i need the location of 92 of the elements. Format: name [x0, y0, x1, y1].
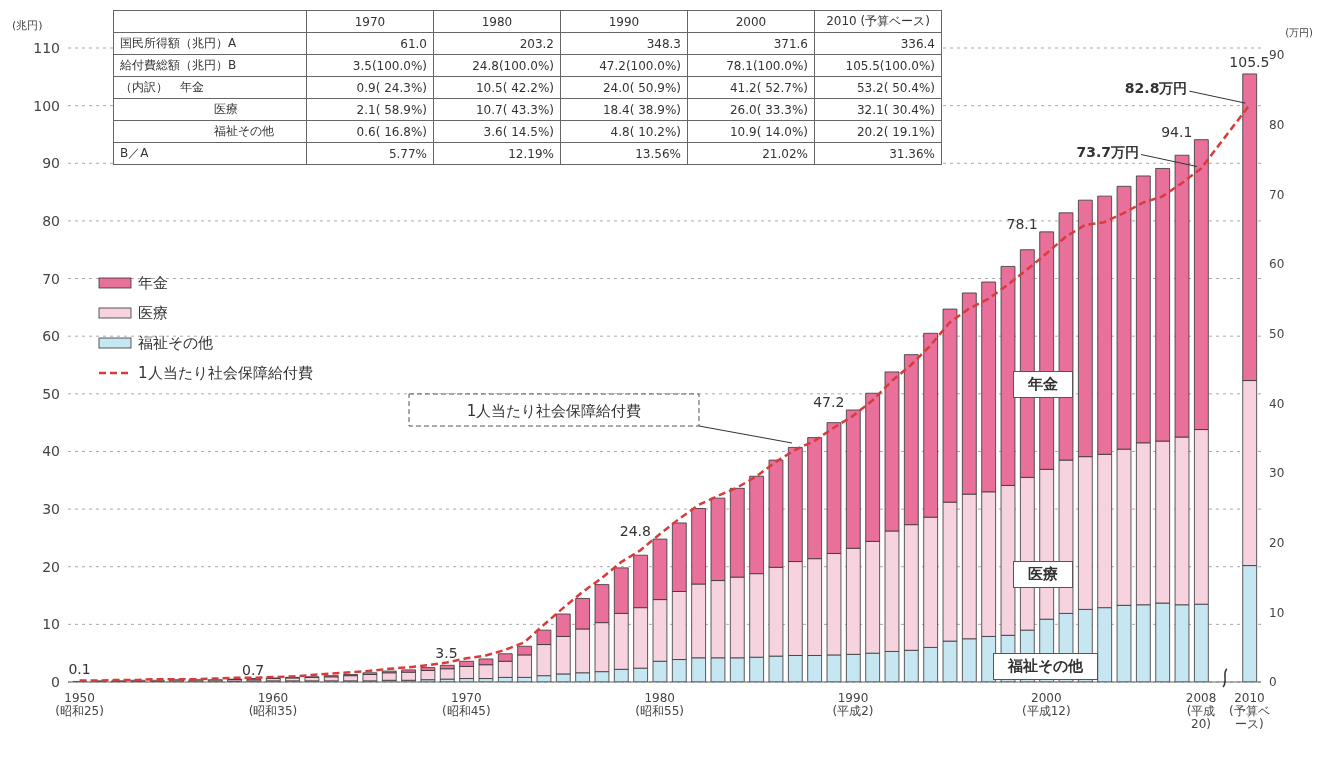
annotation: 78.1(100.0%) [687, 54, 815, 77]
y-tick-label: 50 [42, 385, 60, 402]
y2-axis-title: (万円) [1285, 26, 1313, 40]
y-tick-label: 90 [42, 155, 60, 172]
annotation: 10.9( 14.0%) [687, 120, 815, 143]
total-label: 105.5 [1229, 53, 1270, 70]
x-tick-label: 2008 (平成20) [1185, 691, 1217, 731]
x-tick-label: 2000 (平成12) [1022, 691, 1071, 718]
annotation: 105.5(100.0%) [814, 54, 942, 77]
y-tick-label: 10 [42, 616, 60, 633]
total-label: 0.1 [68, 661, 91, 678]
annotation: 5.77% [306, 142, 434, 165]
annotation: 203.2 [433, 32, 561, 55]
annotation: 47.2(100.0%) [560, 54, 688, 77]
y-tick-label: 70 [42, 270, 60, 287]
text: 1980 [433, 10, 561, 33]
annotation: 1人当たり社会保障給付費 [466, 402, 642, 421]
y2-tick-label: 20 [1269, 535, 1285, 550]
total-label: 47.2 [813, 393, 845, 410]
annotation: 18.4( 38.9%) [560, 98, 688, 121]
annotation: 26.0( 33.3%) [687, 98, 815, 121]
y-tick-label: 60 [42, 328, 60, 345]
annotation: 61.0 [306, 32, 434, 55]
x-tick-label: 1990 (平成2) [832, 691, 874, 718]
annotation: 24.8(100.0%) [433, 54, 561, 77]
legend-label: 医療 [138, 303, 168, 324]
total-label: 24.8 [619, 523, 651, 540]
total-label: 94.1 [1161, 123, 1193, 140]
y-tick-label: 0 [51, 673, 60, 690]
text: 1990 [560, 10, 688, 33]
total-label: 78.1 [1006, 215, 1038, 232]
annotation: 福祉その他 [993, 653, 1098, 681]
y-tick-label: 80 [42, 212, 60, 229]
y-tick-label: 30 [42, 501, 60, 518]
x-tick-label: 2010 (予算ベース) [1229, 691, 1270, 731]
y2-tick-label: 40 [1269, 396, 1285, 411]
annotation: 31.36% [814, 142, 942, 165]
y2-tick-label: 30 [1269, 466, 1285, 481]
y-tick-label: 100 [33, 97, 60, 114]
annotation: 32.1( 30.4%) [814, 98, 942, 121]
y2-tick-label: 60 [1269, 257, 1285, 272]
data-label: 82.8万円 [1124, 80, 1188, 97]
annotation: 21.02% [687, 142, 815, 165]
annotation: 336.4 [814, 32, 942, 55]
annotation: （内訳） 年金 [113, 76, 307, 99]
legend-label: 年金 [138, 273, 168, 294]
x-tick-label: 1980 (昭和55) [635, 691, 684, 718]
total-label: 0.7 [241, 661, 265, 678]
y2-tick-label: 70 [1269, 187, 1285, 202]
annotation: 41.2( 52.7%) [687, 76, 815, 99]
y2-tick-label: 50 [1269, 326, 1285, 341]
annotation: 12.19% [433, 142, 561, 165]
text: 2000 [687, 10, 815, 33]
annotation: 年金 [1013, 370, 1073, 398]
legend-label: 福祉その他 [138, 333, 213, 354]
annotation: 3.5(100.0%) [306, 54, 434, 77]
annotation: 給付費総額（兆円）B [113, 54, 307, 77]
annotation: 348.3 [560, 32, 688, 55]
y2-tick-label: 0 [1269, 675, 1277, 690]
legend-label: 1人当たり社会保障給付費 [138, 363, 313, 384]
y-tick-label: 20 [42, 558, 60, 575]
y-tick-label: 110 [33, 39, 60, 56]
annotation: 3.6( 14.5%) [433, 120, 561, 143]
x-tick-label: 1950 (昭和25) [55, 691, 104, 718]
annotation: 0.6( 16.8%) [306, 120, 434, 143]
annotation: 国民所得額（兆円）A [113, 32, 307, 55]
x-tick-label: 1960 (昭和35) [248, 691, 298, 718]
y2-tick-label: 90 [1269, 48, 1285, 63]
annotation: 福祉その他 [113, 120, 307, 143]
annotation: 10.5( 42.2%) [433, 76, 561, 99]
callout-box: 1人当たり社会保障給付費 [408, 393, 793, 454]
y2-tick-label: 10 [1269, 605, 1285, 620]
annotation: B／A [113, 142, 307, 165]
text: 1970 [306, 10, 434, 33]
y2-tick-label: 80 [1269, 117, 1285, 132]
annotation: 10.7( 43.3%) [433, 98, 561, 121]
x-tick-label: 1970 (昭和45) [441, 691, 491, 718]
annotation: 24.0( 50.9%) [560, 76, 688, 99]
annotation: 医療 [1013, 560, 1073, 588]
y-axis-title: (兆円) [12, 18, 43, 33]
annotation: 2.1( 58.9%) [306, 98, 434, 121]
total-label: 3.5 [435, 645, 458, 662]
annotation: 0.9( 24.3%) [306, 76, 434, 99]
annotation: 371.6 [687, 32, 815, 55]
annotation: 53.2( 50.4%) [814, 76, 942, 99]
annotation: 4.8( 10.2%) [560, 120, 688, 143]
annotation: 医療 [113, 98, 307, 121]
annotation: 20.2( 19.1%) [814, 120, 942, 143]
y-tick-label: 40 [42, 443, 60, 460]
annotation: 13.56% [560, 142, 688, 165]
text: 2010 (予算ベース) [814, 10, 942, 33]
data-label: 73.7万円 [1076, 143, 1140, 160]
